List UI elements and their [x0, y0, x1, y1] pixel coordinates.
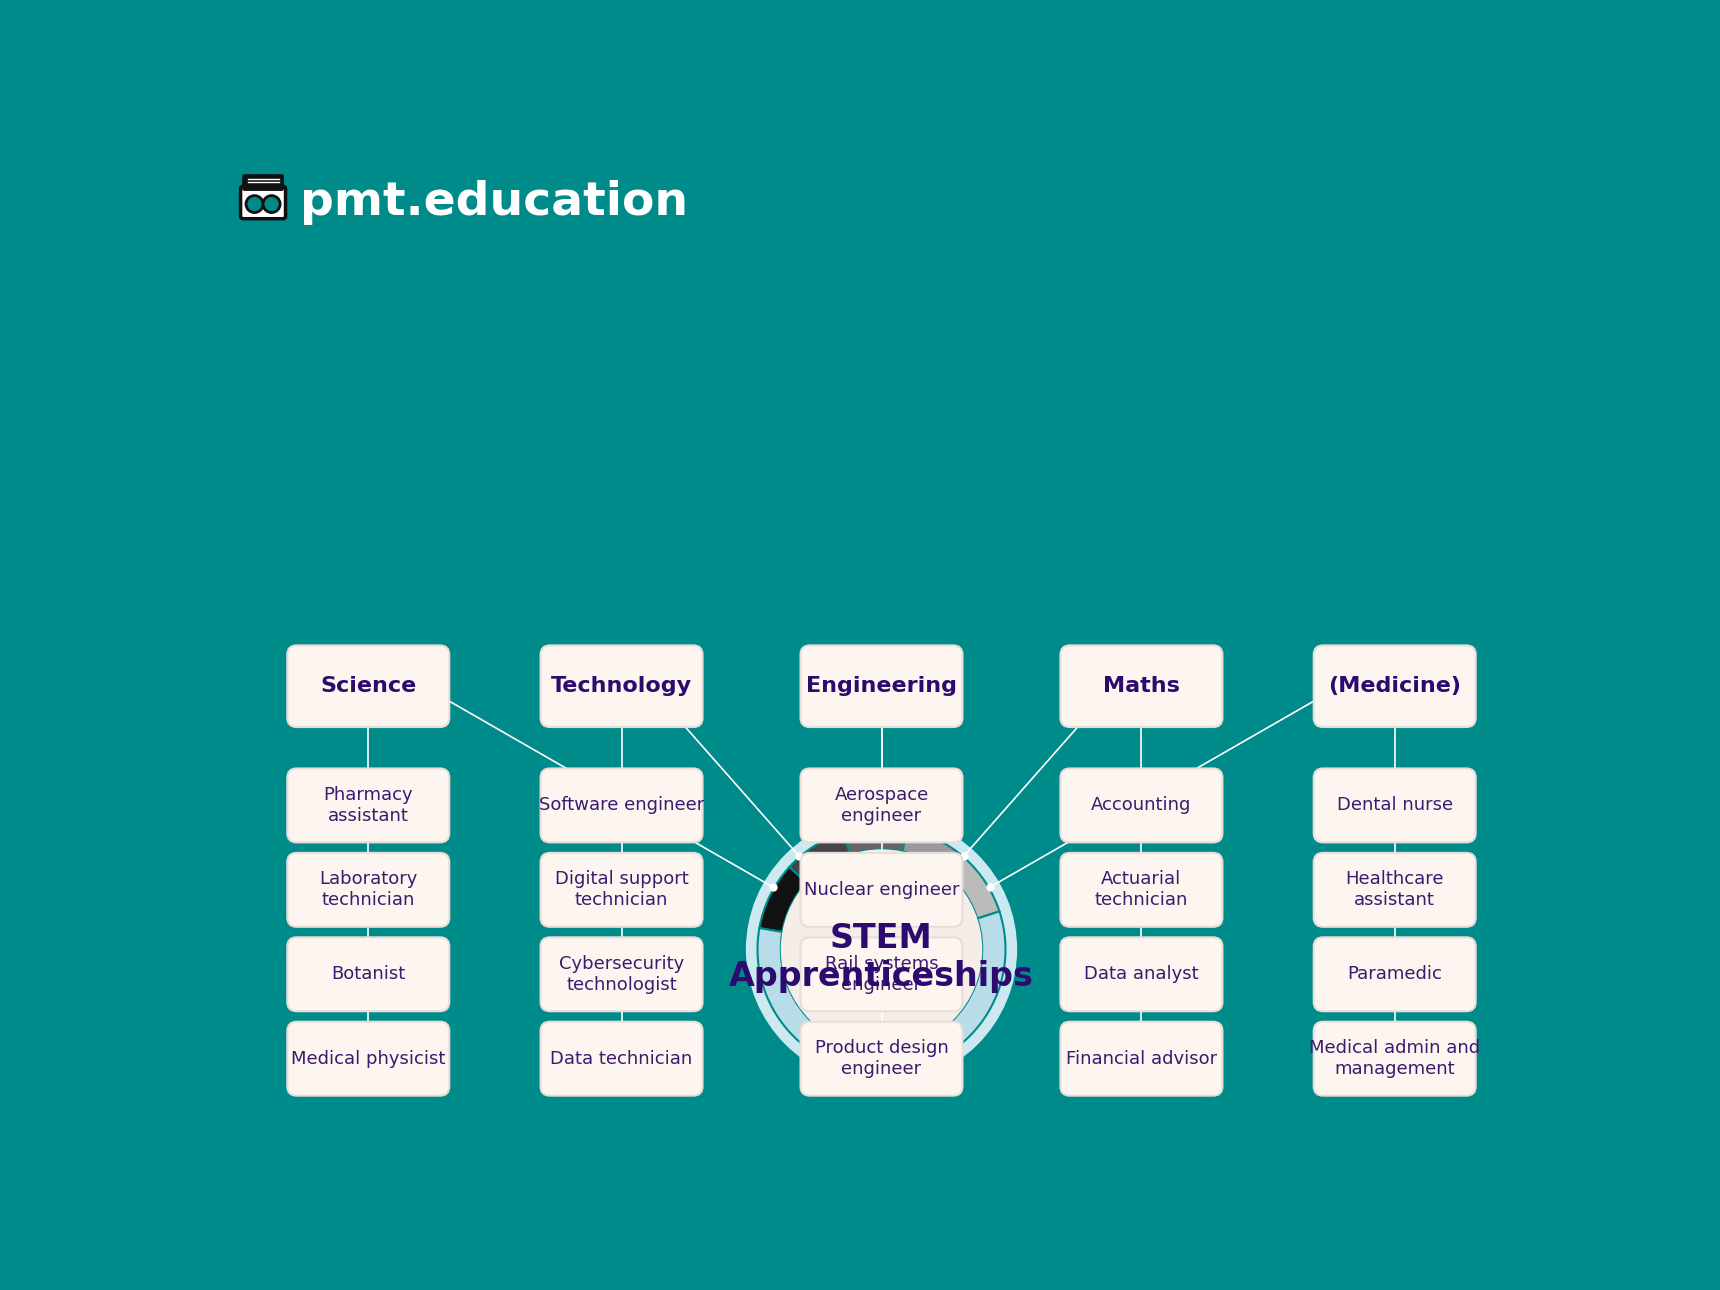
Text: Digital support
technician: Digital support technician [554, 871, 688, 909]
Text: Actuarial
technician: Actuarial technician [1094, 871, 1189, 909]
Text: STEM
Apprenticeships: STEM Apprenticeships [729, 921, 1034, 993]
Wedge shape [949, 858, 999, 918]
Text: Rail systems
engineer: Rail systems engineer [824, 955, 939, 993]
Text: Botanist: Botanist [332, 965, 406, 983]
FancyBboxPatch shape [540, 769, 702, 842]
FancyBboxPatch shape [241, 186, 286, 219]
Circle shape [263, 196, 280, 213]
FancyBboxPatch shape [800, 853, 963, 926]
Text: Healthcare
assistant: Healthcare assistant [1345, 871, 1445, 909]
Circle shape [781, 849, 982, 1050]
FancyBboxPatch shape [1061, 645, 1223, 728]
Text: Cybersecurity
technologist: Cybersecurity technologist [559, 955, 685, 993]
Text: Medical physicist: Medical physicist [291, 1050, 445, 1068]
Text: Data analyst: Data analyst [1084, 965, 1199, 983]
FancyBboxPatch shape [1314, 938, 1476, 1011]
Text: Laboratory
technician: Laboratory technician [320, 871, 418, 909]
FancyBboxPatch shape [287, 645, 449, 728]
Text: Technology: Technology [550, 676, 691, 697]
Text: Paramedic: Paramedic [1347, 965, 1441, 983]
FancyBboxPatch shape [1314, 853, 1476, 926]
FancyBboxPatch shape [800, 645, 963, 728]
Circle shape [746, 815, 1017, 1084]
FancyBboxPatch shape [1314, 1022, 1476, 1095]
Text: Maths: Maths [1103, 676, 1180, 697]
Circle shape [246, 196, 263, 213]
Text: Science: Science [320, 676, 416, 697]
Text: Dental nurse: Dental nurse [1336, 796, 1453, 814]
FancyBboxPatch shape [540, 1022, 702, 1095]
FancyBboxPatch shape [1314, 645, 1476, 728]
FancyBboxPatch shape [243, 175, 284, 190]
Text: Product design
engineer: Product design engineer [815, 1040, 948, 1078]
FancyBboxPatch shape [800, 1022, 963, 1095]
Text: Nuclear engineer: Nuclear engineer [803, 881, 960, 899]
FancyBboxPatch shape [540, 645, 702, 728]
Text: Software engineer: Software engineer [538, 796, 703, 814]
Text: (Medicine): (Medicine) [1328, 676, 1462, 697]
Text: Engineering: Engineering [807, 676, 956, 697]
Wedge shape [760, 867, 807, 933]
Text: Data technician: Data technician [550, 1050, 693, 1068]
Wedge shape [843, 826, 906, 854]
FancyBboxPatch shape [1314, 769, 1476, 842]
FancyBboxPatch shape [1061, 938, 1223, 1011]
FancyBboxPatch shape [287, 938, 449, 1011]
FancyBboxPatch shape [1061, 769, 1223, 842]
Wedge shape [789, 832, 850, 882]
FancyBboxPatch shape [287, 769, 449, 842]
FancyBboxPatch shape [800, 769, 963, 842]
Wedge shape [757, 911, 1006, 1073]
FancyBboxPatch shape [1061, 1022, 1223, 1095]
FancyBboxPatch shape [540, 938, 702, 1011]
FancyBboxPatch shape [287, 1022, 449, 1095]
Text: pmt.education: pmt.education [301, 181, 688, 224]
Text: Accounting: Accounting [1090, 796, 1192, 814]
Text: Aerospace
engineer: Aerospace engineer [834, 786, 929, 824]
Text: Financial advisor: Financial advisor [1066, 1050, 1218, 1068]
FancyBboxPatch shape [800, 938, 963, 1011]
FancyBboxPatch shape [287, 853, 449, 926]
FancyBboxPatch shape [1061, 853, 1223, 926]
FancyBboxPatch shape [540, 853, 702, 926]
Text: Medical admin and
management: Medical admin and management [1309, 1040, 1481, 1078]
Text: Pharmacy
assistant: Pharmacy assistant [323, 786, 413, 824]
Wedge shape [903, 829, 965, 875]
